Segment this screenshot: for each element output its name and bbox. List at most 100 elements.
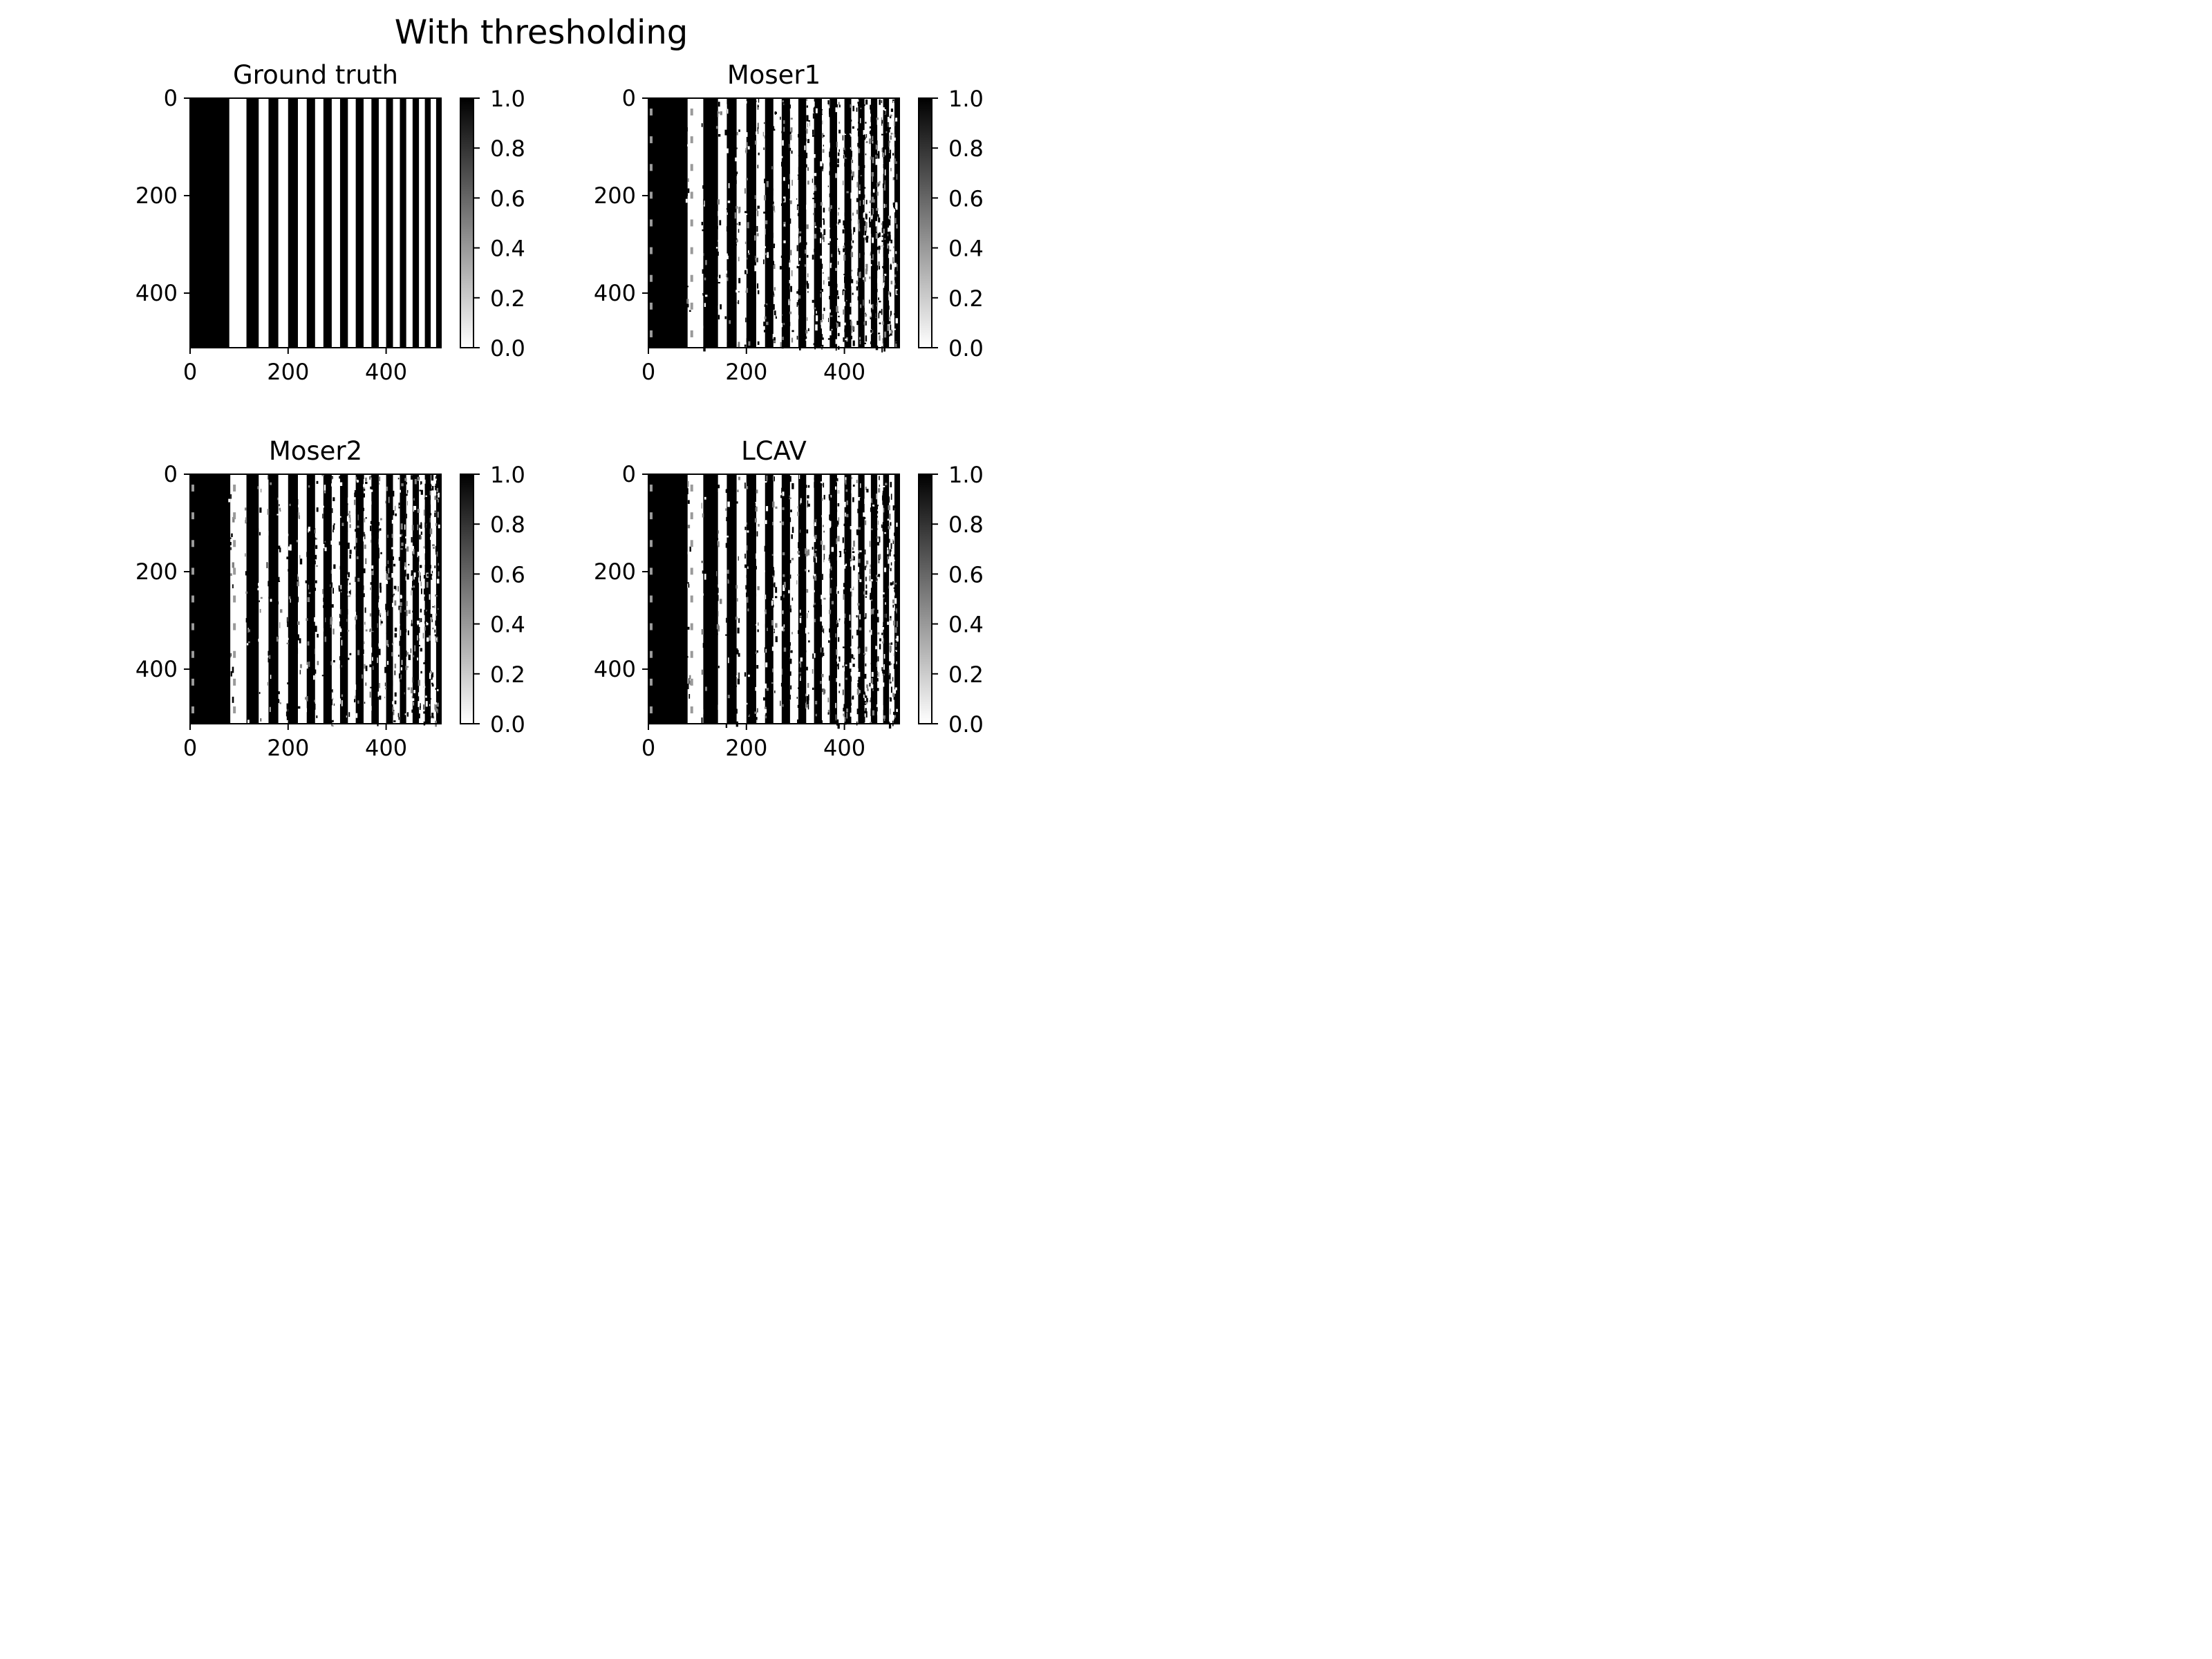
noise-speck (340, 715, 342, 719)
noise-speck (354, 624, 356, 628)
noise-speck (278, 691, 280, 695)
colorbar-gradient (460, 474, 474, 724)
noise-speck (877, 497, 879, 499)
noise-speck (364, 574, 366, 577)
noise-speck (892, 693, 895, 697)
noise-speck (845, 149, 847, 154)
noise-speck (747, 637, 749, 641)
noise-speck (871, 208, 873, 215)
noise-speck (850, 627, 852, 630)
noise-speck (888, 321, 891, 324)
noise-speck (391, 680, 393, 686)
noise-speck (260, 665, 261, 667)
stripe-dark (814, 98, 822, 348)
noise-speck (823, 236, 825, 243)
noise-speck (887, 117, 890, 122)
noise-speck (341, 720, 344, 723)
noise-speck (865, 596, 867, 599)
noise-speck (270, 599, 272, 602)
noise-speck (884, 331, 887, 338)
noise-speck (431, 684, 434, 687)
noise-speck (865, 613, 867, 619)
noise-speck (846, 514, 849, 518)
noise-speck (856, 615, 858, 618)
noise-speck (800, 520, 802, 525)
noise-speck (364, 621, 366, 628)
noise-speck (404, 478, 407, 481)
noise-speck (829, 521, 832, 527)
noise-speck (268, 650, 270, 656)
noise-speck (363, 568, 366, 574)
noise-speck (858, 148, 861, 153)
artifact-mark (650, 302, 653, 310)
noise-speck (321, 570, 323, 575)
noise-speck (406, 573, 409, 580)
noise-speck (718, 485, 720, 489)
noise-speck (806, 99, 807, 102)
noise-speck (836, 624, 838, 628)
noise-speck (357, 514, 359, 521)
noise-speck (765, 609, 767, 615)
noise-speck (879, 310, 881, 314)
noise-speck (704, 496, 706, 500)
artifact-mark (650, 595, 653, 603)
noise-speck (397, 478, 400, 480)
noise-speck (399, 534, 402, 537)
noise-speck (755, 695, 756, 702)
noise-speck (437, 688, 439, 691)
noise-speck (331, 483, 334, 487)
y-tick-label: 400 (594, 280, 636, 306)
noise-speck (247, 641, 250, 644)
noise-speck (747, 335, 750, 337)
image-background (190, 98, 441, 348)
noise-speck (845, 635, 847, 641)
noise-speck (377, 623, 378, 628)
noise-speck (859, 579, 862, 583)
noise-speck (836, 223, 838, 226)
noise-speck (299, 554, 301, 559)
noise-speck (346, 569, 348, 571)
noise-speck (399, 624, 400, 626)
noise-speck (364, 607, 366, 613)
noise-speck (814, 222, 816, 226)
noise-speck (791, 632, 793, 635)
noise-speck (859, 498, 862, 505)
noise-speck (806, 101, 809, 106)
artifact-mark (233, 568, 236, 575)
noise-speck (256, 478, 259, 485)
noise-speck (823, 597, 826, 600)
noise-speck (829, 193, 831, 198)
noise-speck (835, 486, 837, 490)
noise-speck (391, 547, 393, 550)
noise-speck (885, 547, 888, 550)
noise-speck (772, 304, 775, 310)
noise-speck (330, 541, 333, 545)
noise-speck (413, 549, 415, 555)
noise-speck (727, 109, 729, 114)
noise-speck (888, 661, 891, 666)
noise-speck (865, 315, 867, 317)
noise-speck (830, 499, 833, 502)
noise-speck (703, 253, 704, 256)
noise-speck (286, 617, 288, 624)
noise-speck (686, 299, 689, 304)
noise-speck (744, 672, 747, 677)
noise-speck (893, 620, 896, 626)
noise-speck (431, 672, 434, 677)
noise-speck (852, 485, 855, 487)
noise-speck (820, 227, 821, 229)
noise-speck (362, 706, 364, 712)
noise-speck (325, 617, 326, 623)
noise-speck (858, 122, 860, 124)
noise-speck (849, 198, 852, 204)
noise-speck (894, 651, 897, 655)
noise-speck (788, 104, 791, 109)
noise-speck (864, 187, 866, 189)
noise-speck (829, 330, 832, 336)
noise-speck (797, 512, 799, 516)
noise-speck (402, 498, 403, 501)
artifact-mark (233, 540, 236, 547)
noise-speck (431, 486, 434, 491)
noise-speck (763, 259, 765, 265)
noise-speck (377, 639, 379, 642)
